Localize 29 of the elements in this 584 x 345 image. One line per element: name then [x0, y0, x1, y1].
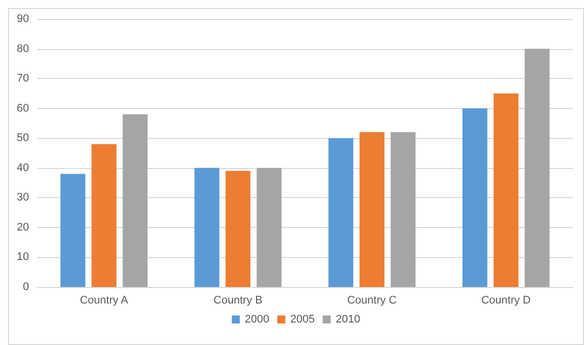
y-tick-label: 60: [16, 102, 29, 114]
legend-label: 2010: [336, 314, 360, 326]
y-tick-label: 0: [22, 281, 29, 293]
x-tick-label: Country C: [347, 294, 397, 306]
y-tick-label: 10: [16, 251, 29, 264]
x-tick-label: Country A: [80, 294, 129, 306]
bar: [328, 138, 354, 287]
legend-label: 2000: [244, 314, 270, 326]
bar: [122, 114, 148, 287]
bar: [494, 93, 518, 287]
bar: [226, 170, 250, 287]
bar: [462, 108, 488, 287]
y-tick-label: 70: [16, 72, 29, 85]
bar: [390, 132, 416, 287]
bar: [194, 168, 220, 287]
bar: [60, 174, 86, 287]
bar: [92, 144, 116, 287]
legend-label: 2005: [290, 314, 315, 326]
y-tick-label: 50: [16, 132, 29, 144]
y-tick-label: 20: [16, 221, 29, 234]
bar: [524, 48, 550, 287]
bar: [256, 168, 282, 287]
x-tick-label: Country B: [214, 294, 262, 306]
y-tick-label: 30: [16, 192, 29, 204]
bar: [360, 132, 384, 287]
y-tick-label: 90: [16, 13, 29, 25]
y-tick-label: 40: [16, 162, 29, 174]
y-tick-label: 80: [16, 42, 29, 55]
x-tick-label: Country D: [481, 294, 531, 306]
